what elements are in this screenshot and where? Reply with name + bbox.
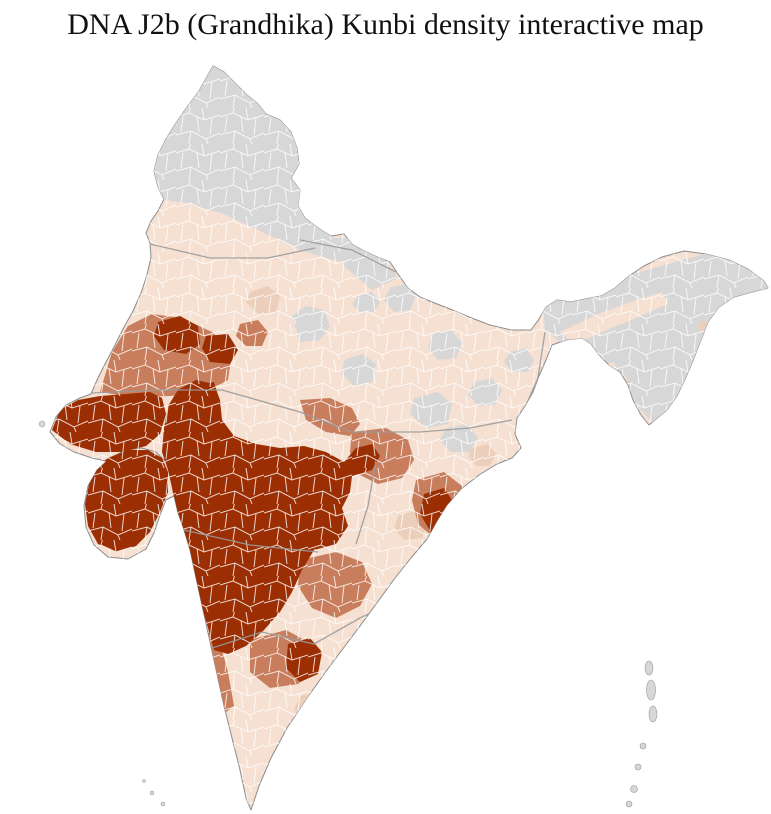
district-medium[interactable]: [277, 751, 291, 765]
district-lowmid[interactable]: [322, 732, 350, 754]
map-title: DNA J2b (Grandhika) Kunbi density intera…: [67, 8, 704, 41]
district-high[interactable]: [281, 755, 291, 765]
andaman-nicobar-islands[interactable]: [625, 660, 658, 808]
lakshadweep-islands[interactable]: [38, 420, 166, 807]
district-grid: [50, 66, 768, 810]
